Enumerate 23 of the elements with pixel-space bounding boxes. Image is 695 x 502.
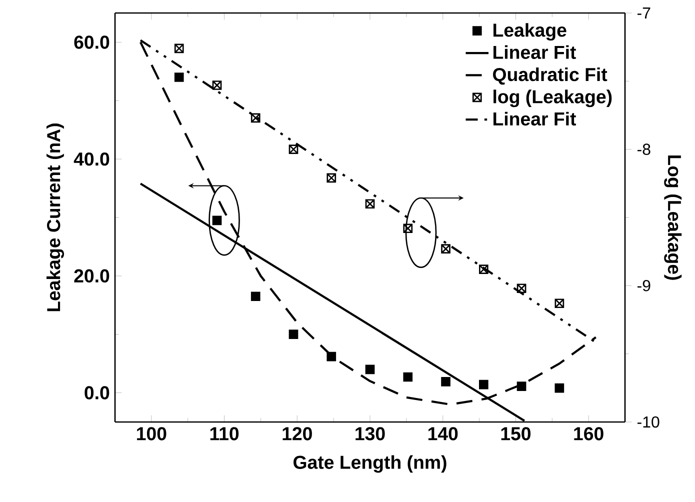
- legend-label: Quadratic Fit: [493, 67, 608, 85]
- y-axis-title: Leakage Current (nA): [46, 124, 64, 312]
- y-tick-label: 60.0: [74, 36, 110, 49]
- legend-label: log (Leakage): [494, 90, 612, 108]
- x-tick-label: 140: [428, 427, 458, 440]
- y2-tick-label: -7: [637, 8, 650, 18]
- y2-tick-label: -9: [637, 280, 650, 292]
- x-tick-label: 150: [501, 427, 531, 440]
- x-axis-title: Gate Length (nm): [294, 455, 446, 473]
- legend-label: Leakage: [494, 23, 566, 41]
- y2-tick-label: -10: [637, 416, 660, 428]
- y2-tick-label: -8: [637, 144, 650, 155]
- x-tick-label: 110: [210, 427, 239, 440]
- y-tick-label: 0.0: [84, 386, 110, 400]
- x-tick-label: 120: [282, 427, 312, 440]
- legend-label: Linear Fit: [494, 45, 576, 59]
- x-tick-label: 130: [356, 427, 385, 440]
- x-tick-label: 100: [137, 427, 166, 440]
- legend-label: Linear Fit: [494, 112, 576, 126]
- y-tick-label: 40.0: [74, 152, 110, 166]
- y2-axis-title: Log (Leakage): [664, 155, 682, 280]
- x-tick-label: 160: [574, 427, 604, 440]
- y-tick-label: 20.0: [74, 269, 110, 283]
